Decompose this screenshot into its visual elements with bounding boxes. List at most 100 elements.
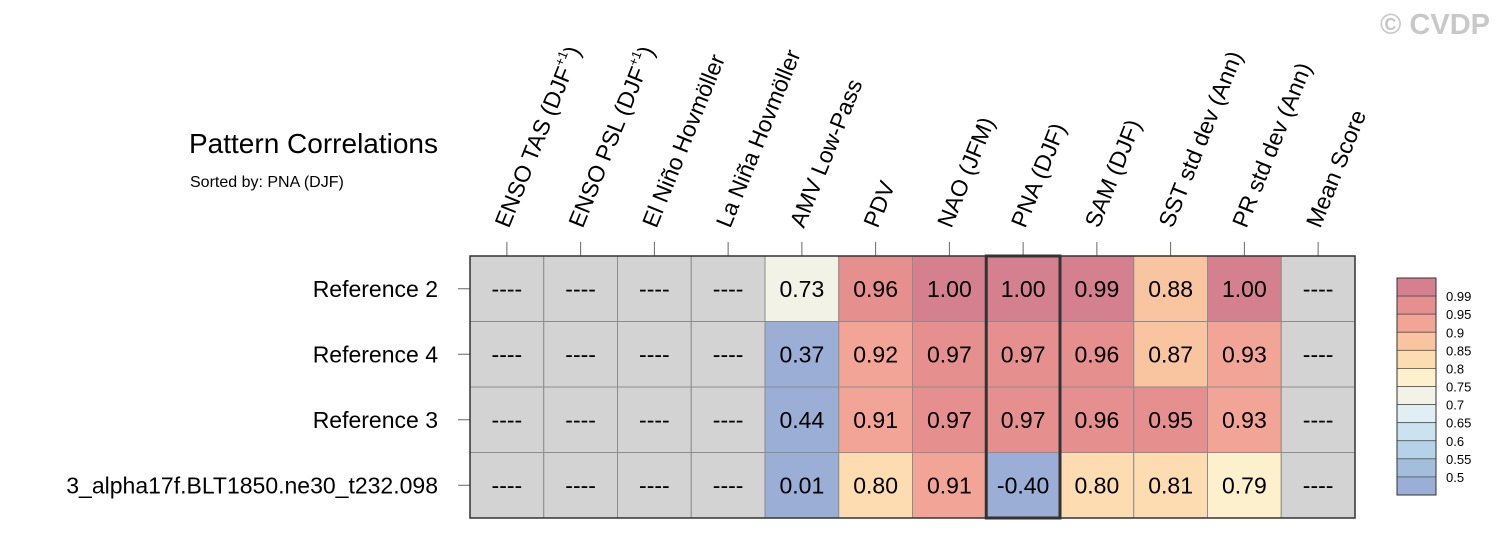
heatmap-cell [469, 452, 545, 519]
cell-value: 0.97 [1001, 407, 1046, 433]
column-header: PDV [858, 177, 900, 231]
cell-value: ---- [713, 407, 744, 433]
colorbar-swatch [1396, 368, 1437, 387]
cell-value: ---- [565, 407, 596, 433]
colorbar-swatch [1396, 313, 1437, 333]
cell-value: 1.00 [1222, 276, 1267, 302]
row-label: Reference 3 [313, 407, 438, 433]
heatmap-cell [912, 452, 987, 519]
chart-subtitle: Sorted by: PNA (DJF) [190, 174, 344, 191]
cell-value: ---- [639, 407, 670, 433]
heatmap-cell-values: ---- ---- ---- ---- 0.73 0.96 1.00 1.00 0.99 0.88… [492, 276, 1334, 499]
colorbar-label: 0.6 [1446, 434, 1464, 449]
heatmap-cell [543, 452, 618, 519]
cell-value: 0.99 [1074, 276, 1119, 302]
cell-value: 0.91 [927, 472, 972, 498]
heatmap-cell [690, 321, 766, 388]
heatmap-cell [912, 386, 987, 453]
column-header: El Niño Hovmöller [637, 50, 730, 231]
cell-value: ---- [1303, 341, 1334, 367]
cell-value: ---- [713, 341, 744, 367]
column-header-label: El Niño Hovmöller [637, 50, 730, 231]
heatmap-cell [1280, 255, 1356, 322]
cell-value: 0.97 [927, 407, 972, 433]
row-label: Reference 2 [313, 276, 438, 302]
colorbar-swatch [1396, 422, 1437, 442]
sorted-column-highlight [984, 254, 1062, 520]
colorbar-label: 0.75 [1446, 380, 1471, 395]
colorbar-label: 0.85 [1446, 343, 1471, 358]
cell-value: 0.93 [1222, 407, 1267, 433]
cell-value: 0.96 [853, 276, 898, 302]
cell-value: ---- [492, 472, 523, 498]
column-header: SAM (DJF) [1079, 116, 1146, 231]
cell-value: ---- [565, 341, 596, 367]
colorbar-label: 0.5 [1446, 470, 1464, 485]
cell-value: 0.97 [927, 341, 972, 367]
cell-value: 0.80 [853, 472, 898, 498]
heatmap-cell [838, 255, 913, 322]
heatmap-cell [1280, 386, 1356, 453]
heatmap-cell [764, 386, 840, 453]
colorbar-label: 0.95 [1446, 307, 1471, 322]
column-header: NAO (JFM) [932, 113, 1000, 231]
column-header-label: PNA (DJF) [1006, 119, 1071, 231]
cell-value: ---- [639, 341, 670, 367]
cell-value: 0.96 [1074, 407, 1119, 433]
heatmap-cell [1059, 452, 1135, 519]
cell-value: 0.80 [1074, 472, 1119, 498]
watermark-text: © CVDP [1380, 9, 1490, 41]
column-header-label: ENSO TAS (DJF [489, 63, 577, 231]
colorbar-swatch [1396, 404, 1437, 424]
cell-value: ---- [1303, 472, 1334, 498]
cell-value: ---- [713, 472, 744, 498]
column-header-label: Mean Score [1301, 106, 1372, 231]
cell-value: ---- [713, 276, 744, 302]
cell-value: ---- [492, 407, 523, 433]
cell-value: ---- [492, 341, 523, 367]
cell-value: 1.00 [927, 276, 972, 302]
cell-value: ---- [1303, 407, 1334, 433]
colorbar-label: 0.55 [1446, 452, 1471, 467]
column-headers: ENSO TAS (DJF+1)ENSO PSL (DJF+1)El Niño … [489, 42, 1372, 231]
colorbar-label: 0.9 [1446, 325, 1464, 340]
colorbar-swatch [1396, 386, 1437, 405]
grid-frame [469, 255, 1356, 519]
column-header: PR std dev (Ann) [1227, 59, 1317, 231]
heatmap-cell [469, 255, 545, 322]
row-labels: Reference 2 Reference 4 Reference 3 3_alpha… [66, 276, 438, 499]
cell-value: 0.88 [1148, 276, 1193, 302]
column-header-label: NAO (JFM) [932, 113, 1000, 231]
cell-value: 0.37 [779, 341, 824, 367]
row-label: 3_alpha17f.BLT1850.ne30_t232.098 [66, 472, 438, 498]
cell-value: ---- [639, 276, 670, 302]
cell-value: 0.92 [853, 341, 898, 367]
colorbar-label: 0.8 [1446, 361, 1464, 376]
heatmap-cell [1207, 452, 1282, 519]
colorbar-swatch [1396, 349, 1437, 369]
cell-value: 0.96 [1074, 341, 1119, 367]
heatmap-cell [1133, 321, 1208, 388]
heatmap-cell [912, 321, 987, 388]
column-header-superscript: +1 [551, 49, 570, 68]
column-header-label: ENSO PSL (DJF [563, 63, 651, 231]
heatmap-cell [838, 321, 913, 388]
heatmap-cell [1059, 321, 1135, 388]
colorbar-swatch [1396, 458, 1437, 478]
heatmap-cell [617, 452, 692, 519]
cell-value: -0.40 [997, 472, 1049, 498]
cell-value: 0.93 [1222, 341, 1267, 367]
cell-value: 0.73 [779, 276, 824, 302]
heatmap-cell [617, 386, 692, 453]
cell-value: 0.81 [1148, 472, 1193, 498]
colorbar-label: 0.7 [1446, 398, 1464, 413]
heatmap-cell [543, 255, 618, 322]
colorbar-swatch [1396, 331, 1437, 351]
cell-value: ---- [492, 276, 523, 302]
heatmap-cell [690, 386, 766, 453]
colorbar-swatch [1396, 476, 1437, 496]
heatmap-cell [690, 452, 766, 519]
colorbar-swatch [1396, 440, 1437, 460]
cell-value: 0.01 [779, 472, 824, 498]
column-header-label: AMV Low-Pass [784, 75, 867, 231]
